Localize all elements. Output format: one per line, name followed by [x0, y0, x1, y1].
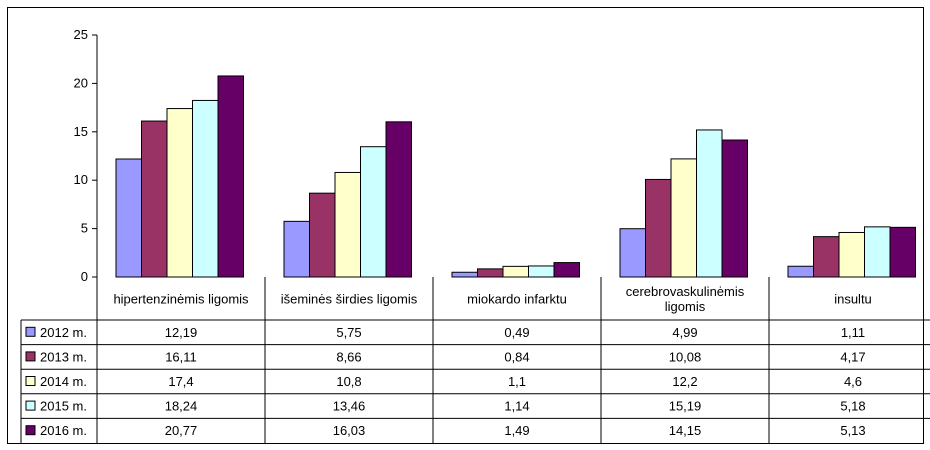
bar: [645, 178, 672, 278]
chart-frame: [7, 7, 924, 444]
y-tick-label: 10: [74, 172, 88, 187]
y-tick-label: 15: [74, 124, 88, 139]
category-label: hipertenzinėmis ligomis: [113, 292, 249, 307]
data-table-cell: 1,14: [504, 399, 529, 414]
data-table-cell: 12,19: [165, 325, 198, 340]
data-table-cell: 4,17: [840, 349, 865, 364]
data-table-cell: 13,46: [333, 399, 366, 414]
category-label: miokardo infarktu: [467, 292, 567, 307]
data-table-cell: 16,11: [165, 349, 197, 364]
data-table-cell: 18,24: [165, 399, 198, 414]
data-table-cell: 5,13: [840, 423, 865, 438]
bar: [502, 265, 529, 278]
legend-label: 2012 m.: [40, 325, 87, 340]
data-table-cell: 15,19: [669, 399, 702, 414]
legend-label: 2014 m.: [40, 374, 87, 389]
bar: [115, 158, 142, 278]
bar: [838, 231, 865, 278]
bar: [166, 108, 193, 278]
data-table-cell: 5,75: [336, 325, 361, 340]
data-table-cell: 10,08: [669, 349, 702, 364]
bar: [334, 171, 361, 278]
bar: [217, 75, 244, 278]
category-label: išeminės širdies ligomis: [281, 292, 418, 307]
category-label: ligomis: [665, 299, 706, 314]
legend-swatch: [25, 351, 36, 362]
data-table-cell: 8,66: [336, 349, 361, 364]
legend-swatch: [25, 400, 36, 411]
data-table-cell: 0,84: [504, 349, 529, 364]
y-tick-label: 0: [81, 269, 88, 284]
bar: [864, 226, 891, 278]
bar: [787, 265, 814, 278]
data-table-cell: 14,15: [669, 423, 702, 438]
bar: [696, 129, 723, 278]
data-table-cell: 1,1: [508, 374, 526, 389]
bar: [309, 192, 336, 278]
bar: [385, 121, 412, 278]
bar: [360, 146, 387, 278]
bar: [619, 228, 646, 278]
y-tick-label: 20: [74, 75, 88, 90]
legend-label: 2013 m.: [40, 349, 87, 364]
category-label: insultu: [834, 292, 872, 307]
legend-swatch: [25, 326, 36, 337]
legend-swatch: [25, 376, 36, 386]
legend-swatch: [25, 425, 36, 436]
category-label: cerebrovaskulinėmis: [626, 284, 745, 299]
data-table-cell: 0,49: [504, 325, 529, 340]
bar: [477, 268, 504, 278]
bar: [721, 139, 748, 278]
data-table-cell: 10,8: [336, 374, 361, 389]
bar: [813, 236, 840, 278]
y-tick-label: 5: [81, 221, 88, 236]
bar: [283, 220, 310, 278]
data-table-cell: 4,6: [844, 374, 862, 389]
data-table-cell: 1,11: [841, 325, 865, 340]
bar: [889, 226, 916, 278]
bar: [670, 158, 697, 278]
bar: [451, 271, 478, 278]
bar: [141, 120, 168, 278]
bar: [192, 99, 219, 278]
bar: [553, 262, 580, 278]
y-tick-label: 25: [74, 27, 88, 42]
data-table-cell: 1,49: [504, 423, 529, 438]
legend-label: 2016 m.: [40, 423, 87, 438]
data-table-cell: 4,99: [672, 325, 697, 340]
data-table-cell: 5,18: [840, 399, 865, 414]
bar: [528, 265, 555, 278]
data-table-cell: 12,2: [672, 374, 697, 389]
data-table-cell: 16,03: [333, 423, 366, 438]
legend-label: 2015 m.: [40, 399, 87, 414]
data-table-cell: 20,77: [165, 423, 198, 438]
data-table-cell: 17,4: [168, 374, 193, 389]
